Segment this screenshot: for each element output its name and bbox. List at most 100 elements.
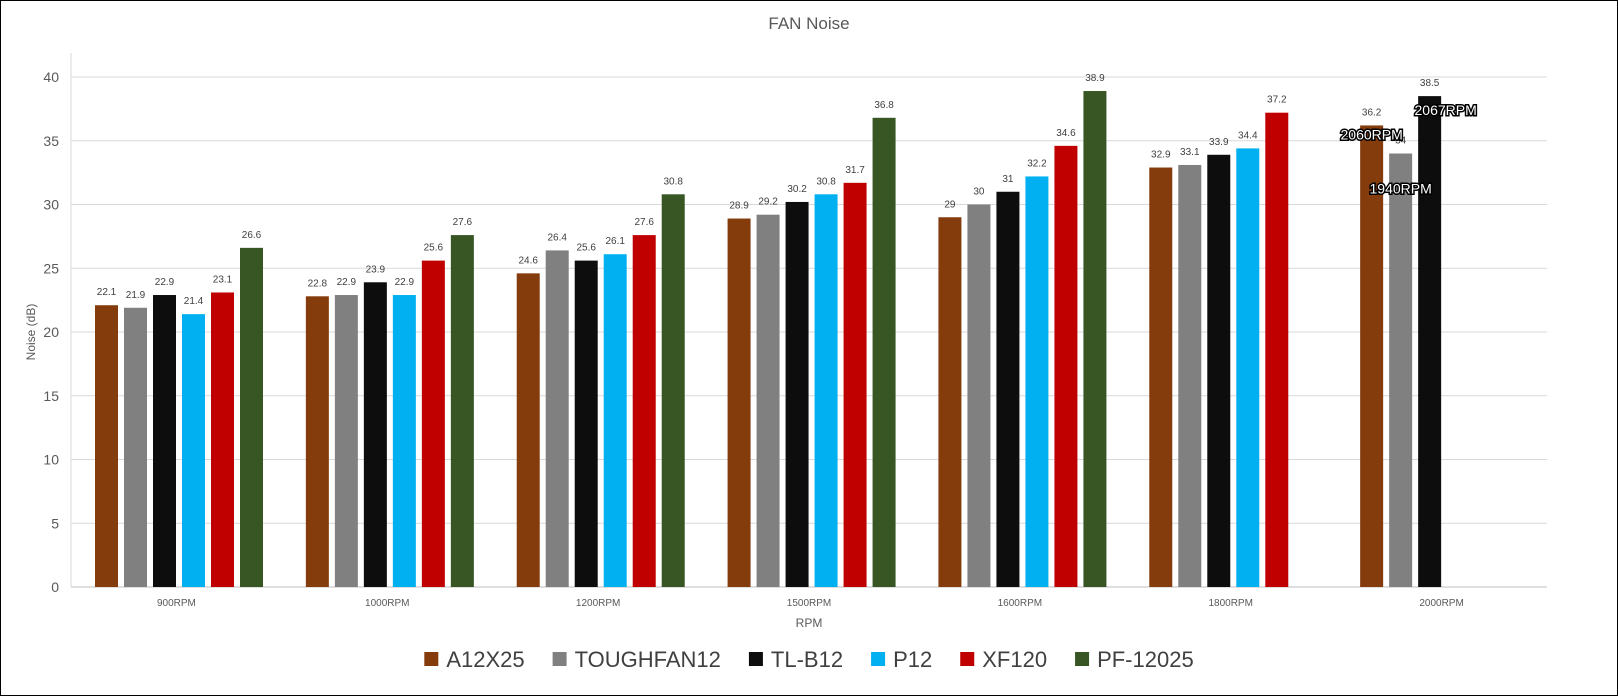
bar-pf-12025-1200rpm [661,194,685,588]
data-label: 29.2 [758,197,778,208]
data-label: 23.9 [366,264,386,275]
y-tick-label: 20 [43,324,59,340]
y-tick-label: 5 [51,515,59,531]
data-label: 24.6 [518,255,538,266]
bar-a12x25-1600rpm [938,217,962,587]
bar-xf120-1500rpm [843,182,867,587]
y-axis-title: Noise (dB) [24,304,38,361]
data-label: 30 [973,187,985,198]
data-label: 38.9 [1085,73,1105,84]
data-label: 30.2 [787,184,807,195]
rpm-annotation: 1940RPM [1370,181,1432,197]
data-label: 31.7 [845,165,865,176]
bar-pf-12025-1000rpm [450,235,474,587]
data-label: 22.9 [337,277,357,288]
x-tick-label: 1800RPM [1208,598,1252,609]
legend-swatch-a12x25 [424,652,439,666]
data-label: 28.9 [729,201,749,212]
bar-toughfan12-1800rpm [1178,164,1202,587]
bar-xf120-1600rpm [1054,145,1078,587]
legend-swatch-p12 [871,652,886,666]
data-label: 23.1 [213,274,233,285]
y-tick-label: 40 [43,69,59,85]
legend-swatch-tl-b12 [748,652,763,666]
bar-a12x25-1000rpm [305,296,329,587]
bar-a12x25-1500rpm [727,218,751,587]
y-tick-label: 25 [43,260,59,276]
bar-pf-12025-1500rpm [872,117,896,588]
bar-a12x25-1800rpm [1149,167,1173,587]
bar-toughfan12-1500rpm [756,214,780,587]
bar-xf120-1800rpm [1265,112,1289,587]
data-label: 32.9 [1151,150,1171,161]
y-tick-label: 35 [43,133,59,149]
data-label: 30.8 [663,176,683,187]
bar-p12-1600rpm [1025,176,1049,587]
legend-label-a12x25: A12X25 [446,647,524,672]
data-label: 22.9 [155,277,175,288]
bar-pf-12025-900rpm [240,247,263,587]
data-label: 21.4 [184,296,204,307]
bar-tl-b12-1800rpm [1207,154,1231,587]
bar-toughfan12-1000rpm [334,295,358,587]
bar-xf120-1000rpm [421,260,445,587]
bar-tl-b12-1200rpm [574,260,598,587]
data-label: 21.9 [126,290,146,301]
bar-toughfan12-900rpm [124,307,147,587]
bar-p12-1000rpm [392,295,416,587]
bar-tl-b12-900rpm [153,295,176,587]
bar-p12-1500rpm [814,194,838,588]
data-label: 36.8 [874,100,894,111]
data-label: 27.6 [453,217,473,228]
legend-swatch-xf120 [960,652,975,666]
bar-tl-b12-1600rpm [996,191,1020,587]
rpm-annotation: 2060RPM [1341,126,1403,142]
data-label: 36.2 [1362,107,1382,118]
bar-p12-1800rpm [1236,148,1260,587]
chart-title: FAN Noise [768,14,849,33]
y-tick-label: 30 [43,197,59,213]
data-label: 25.6 [576,243,596,254]
legend-swatch-pf-12025 [1075,652,1090,666]
data-label: 22.1 [97,287,117,298]
legend-label-tl-b12: TL-B12 [771,647,843,672]
bar-a12x25-2000rpm [1360,125,1384,587]
y-tick-label: 15 [43,388,59,404]
bar-p12-900rpm [182,314,205,587]
legend-label-p12: P12 [893,647,932,672]
x-tick-label: 2000RPM [1419,598,1463,609]
data-label: 33.9 [1209,137,1229,148]
rpm-annotation: 2067RPM [1415,102,1477,118]
bar-tl-b12-1000rpm [363,282,387,587]
bar-xf120-900rpm [211,292,234,587]
data-label: 38.5 [1420,78,1440,89]
data-label: 33.1 [1180,147,1200,158]
bar-toughfan12-1200rpm [545,250,569,587]
bar-tl-b12-1500rpm [785,201,809,587]
data-label: 26.1 [605,236,625,247]
x-tick-label: 1000RPM [365,598,409,609]
bar-pf-12025-1600rpm [1083,91,1107,588]
bar-tl-b12-2000rpm [1418,96,1442,587]
x-tick-label: 1500RPM [787,598,831,609]
y-tick-label: 10 [43,452,59,468]
data-label: 25.6 [424,243,444,254]
bar-a12x25-1200rpm [516,273,540,587]
data-label: 22.8 [308,278,328,289]
x-tick-label: 1600RPM [998,598,1042,609]
bar-xf120-1200rpm [632,235,656,587]
data-label: 34.4 [1238,130,1258,141]
data-label: 29 [944,199,956,210]
legend-label-toughfan12: TOUGHFAN12 [575,647,721,672]
legend-swatch-toughfan12 [552,652,567,666]
y-tick-label: 0 [51,579,59,595]
data-label: 32.2 [1027,158,1047,169]
data-label: 30.8 [816,176,836,187]
bar-toughfan12-1600rpm [967,204,991,587]
data-label: 27.6 [634,217,654,228]
bar-a12x25-900rpm [95,305,118,587]
data-label: 37.2 [1267,95,1287,106]
data-label: 34 [1395,136,1407,147]
